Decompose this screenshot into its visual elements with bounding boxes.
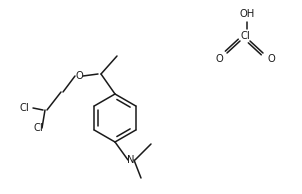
Text: O: O: [267, 54, 275, 64]
Text: Cl: Cl: [19, 103, 29, 113]
Text: Cl: Cl: [33, 123, 43, 133]
Text: O: O: [75, 71, 83, 81]
Text: Cl: Cl: [240, 31, 250, 41]
Text: N: N: [127, 155, 135, 165]
Text: OH: OH: [239, 9, 255, 19]
Text: O: O: [215, 54, 223, 64]
